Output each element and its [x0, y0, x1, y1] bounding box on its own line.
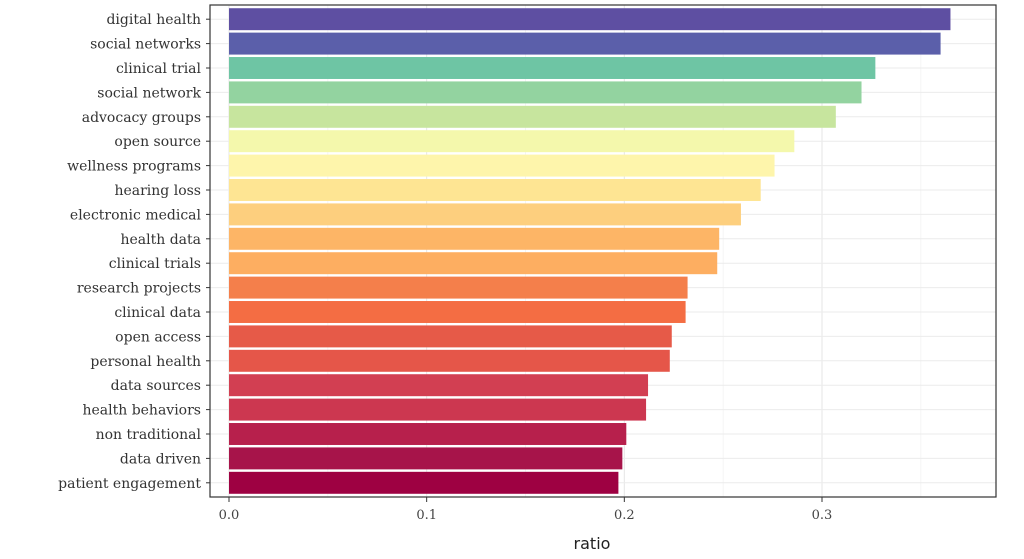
category-labels: digital health social networks clinical tr… [58, 12, 210, 492]
bar-health-data [229, 227, 720, 250]
bar-open-source [229, 130, 795, 153]
bar-clinical-trial [229, 57, 876, 79]
bar-research-projects [229, 276, 688, 299]
category-label: open access [115, 329, 201, 345]
bar-patient-engagement [229, 471, 619, 494]
bar-non-traditional [229, 423, 627, 445]
category-label: wellness programs [67, 159, 201, 175]
bar-data-sources [229, 374, 649, 397]
bar-data-driven [229, 447, 623, 470]
bar-personal-health [229, 349, 670, 372]
category-label: health data [121, 232, 202, 248]
bar-social-networks [229, 32, 941, 55]
category-label: personal health [90, 354, 201, 370]
bar-clinical-trials [229, 252, 718, 275]
category-label: patient engagement [58, 476, 201, 492]
x-tick-label: 0.1 [416, 508, 437, 523]
category-label: social network [97, 85, 201, 101]
plot-panel-border [209, 4, 997, 498]
bar-electronic-medical [229, 203, 741, 226]
category-label: clinical trial [116, 61, 202, 77]
bar-hearing-loss [229, 179, 761, 201]
bar-health-behaviors [229, 398, 647, 421]
category-label: non traditional [96, 427, 202, 443]
category-label: hearing loss [114, 183, 201, 199]
bar-clinical-data [229, 301, 686, 323]
category-label: clinical data [114, 305, 201, 321]
category-label: social networks [90, 37, 201, 53]
x-axis-title: ratio [574, 534, 611, 553]
x-axis-ticks: 0.0 0.1 0.2 0.3 [219, 497, 833, 523]
bar-digital-health [229, 8, 951, 31]
x-tick-label: 0.2 [614, 508, 635, 523]
category-label: electronic medical [70, 207, 202, 223]
x-tick-label: 0.3 [812, 508, 833, 523]
category-label: research projects [77, 281, 201, 297]
bar-social-network [229, 81, 862, 104]
x-tick-label: 0.0 [219, 508, 240, 523]
category-label: advocacy groups [82, 110, 201, 126]
category-label: digital health [106, 12, 201, 28]
category-label: open source [114, 134, 201, 150]
bars [229, 8, 951, 494]
category-label: data sources [111, 378, 201, 394]
bar-open-access [229, 325, 672, 348]
bar-wellness-programs [229, 154, 775, 177]
category-label: health behaviors [82, 403, 201, 419]
category-label: clinical trials [109, 256, 201, 272]
bar-advocacy-groups [229, 105, 836, 128]
category-label: data driven [120, 451, 201, 467]
